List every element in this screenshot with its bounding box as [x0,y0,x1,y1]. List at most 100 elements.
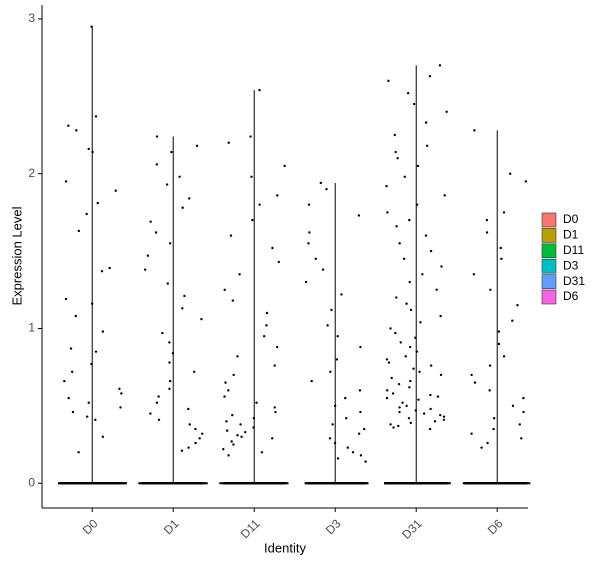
point [225,420,228,423]
point [389,327,392,330]
point [307,242,310,245]
point [395,296,398,299]
point [359,345,362,349]
point [277,260,280,264]
point [436,395,440,398]
point [329,370,332,374]
point [435,288,438,291]
legend-swatch [541,274,557,289]
point [429,393,432,397]
point [516,304,519,307]
point [181,206,184,209]
point [403,175,406,178]
point [168,379,172,383]
point [387,361,391,364]
point [276,194,279,197]
y-axis-title: Expression Level [9,206,24,305]
point [409,308,413,312]
point [225,429,229,432]
point [193,370,196,374]
point [188,423,191,426]
point [64,180,68,183]
point [328,437,332,440]
point [414,409,417,412]
point [392,426,395,429]
point [200,317,203,321]
point [508,172,512,175]
point [67,396,70,400]
legend-swatch [541,212,557,228]
point [304,280,308,284]
point [414,336,417,339]
point [351,451,355,454]
point [251,218,254,222]
point [429,249,433,253]
point [346,446,349,449]
point [201,432,204,435]
point [387,79,390,83]
point [520,437,523,440]
point [422,412,426,415]
point [415,350,419,353]
point [397,424,400,428]
point [194,441,197,445]
point [171,352,175,355]
point [283,164,286,168]
point [405,302,408,305]
legend-swatch [541,243,557,259]
point [321,268,325,271]
point [100,270,104,273]
point [393,133,396,137]
point [385,184,388,188]
point [77,229,81,233]
point [236,355,239,358]
point [249,135,252,138]
point [198,437,201,440]
point [438,64,442,67]
point [319,181,323,185]
point [91,150,94,154]
point [227,141,230,144]
point [118,387,121,391]
point [492,427,495,431]
point [442,415,446,418]
point [402,257,406,261]
point [223,288,226,291]
x-tick-label: D3 [323,516,344,537]
point [240,435,243,439]
point [63,379,66,383]
y-tick-label: 3 [28,11,35,25]
point [308,231,311,234]
point [90,25,93,28]
point [149,412,152,415]
legend-label: D3 [563,258,579,272]
point [359,454,363,457]
point [238,273,241,276]
point [485,218,489,222]
point [187,407,190,411]
point [394,150,397,154]
point [428,427,432,431]
point [357,432,361,435]
point [358,389,362,392]
point [227,389,230,392]
point [307,203,311,206]
point [345,417,348,420]
point [90,362,93,366]
point [408,218,411,222]
point [362,427,366,431]
point [252,426,255,429]
point [499,246,502,250]
point [522,396,525,400]
point [492,417,496,420]
point [502,355,506,358]
point [252,417,256,420]
point [485,231,489,234]
point [260,451,264,454]
point [398,410,401,414]
point [168,341,171,344]
point [195,144,199,148]
point [101,330,105,333]
point [154,231,158,234]
